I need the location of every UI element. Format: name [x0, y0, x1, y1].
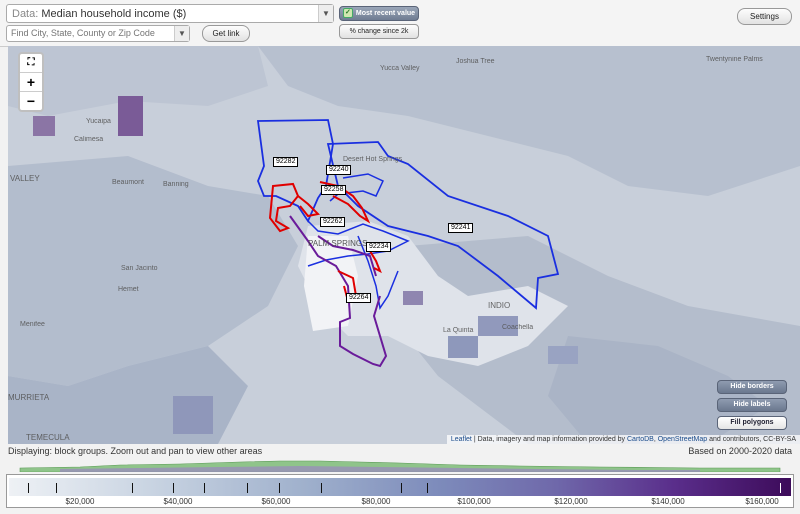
- distribution-histogram: [0, 458, 800, 472]
- legend-label: $20,000: [65, 497, 95, 506]
- osm-link[interactable]: OpenStreetMap: [657, 436, 708, 443]
- place-label-la-quinta: La Quinta: [443, 327, 474, 334]
- place-label-san-jacinto: San Jacinto: [121, 265, 158, 272]
- legend-tick: [247, 483, 248, 493]
- legend-tick: [173, 483, 174, 493]
- fill-polygons-button[interactable]: Fill polygons: [717, 416, 787, 430]
- zoom-controls: ⛶ + −: [18, 52, 44, 112]
- checkmark-icon: ✓: [342, 8, 353, 19]
- legend-label: $40,000: [163, 497, 193, 506]
- place-label-coachella: Coachella: [502, 324, 534, 331]
- legend-tick: [204, 483, 205, 493]
- place-label-valley: VALLEY: [10, 174, 40, 183]
- place-label-joshua-tree: Joshua Tree: [456, 58, 495, 65]
- zip-label[interactable]: 92234: [366, 242, 392, 252]
- legend-tick: [321, 483, 322, 493]
- legend-label: $80,000: [361, 497, 391, 506]
- location-search-input[interactable]: [7, 26, 175, 40]
- place-label-indio: INDIO: [488, 301, 511, 310]
- legend-gradient: [9, 478, 791, 496]
- place-label-palm-springs: PALM SPRINGS: [308, 239, 368, 248]
- legend-label: $140,000: [651, 497, 685, 506]
- zip-label[interactable]: 92241: [448, 223, 474, 233]
- get-link-button[interactable]: Get link: [202, 25, 250, 42]
- top-toolbar: Data: Median household income ($) ▼ ▼ Ge…: [0, 0, 800, 47]
- legend-label: $100,000: [457, 497, 491, 506]
- attribution-mid: ,: [653, 436, 658, 443]
- data-select-value: Median household income ($): [41, 8, 187, 20]
- map-attribution: Leaflet | Data, imagery and map informat…: [446, 435, 800, 444]
- attribution-end: and contributors, CC-BY-SA: [707, 436, 796, 443]
- based-on-status: Based on 2000-2020 data: [688, 446, 792, 456]
- place-label-menifee: Menifee: [20, 321, 45, 328]
- data-select-label: Data:: [12, 8, 39, 20]
- most-recent-label: Most recent value: [355, 10, 416, 17]
- data-select[interactable]: Data: Median household income ($) ▼: [6, 4, 334, 23]
- zip-label[interactable]: 92240: [326, 165, 352, 175]
- settings-button[interactable]: Settings: [737, 8, 792, 25]
- map-view[interactable]: Yucca Valley Joshua Tree Twentynine Palm…: [8, 46, 800, 444]
- most-recent-value-button[interactable]: ✓ Most recent value: [339, 6, 419, 21]
- legend-tick: [132, 483, 133, 493]
- displaying-status: Displaying: block groups. Zoom out and p…: [8, 446, 263, 456]
- cartodb-link[interactable]: CartoDB: [627, 436, 654, 443]
- legend-tick: [56, 483, 57, 493]
- legend-tick: [28, 483, 29, 493]
- map-canvas: [8, 46, 800, 444]
- zip-label[interactable]: 92264: [346, 293, 372, 303]
- legend-tick: [427, 483, 428, 493]
- hide-borders-button[interactable]: Hide borders: [717, 380, 787, 394]
- leaflet-link[interactable]: Leaflet: [450, 436, 472, 443]
- place-label-beaumont: Beaumont: [112, 179, 144, 186]
- place-label-yucaipa: Yucaipa: [86, 118, 111, 125]
- zip-label[interactable]: 92262: [320, 217, 346, 227]
- zip-label[interactable]: 92282: [273, 157, 299, 167]
- zoom-in-button[interactable]: +: [20, 73, 42, 92]
- legend: $20,000 $40,000 $60,000 $80,000 $100,000…: [6, 474, 794, 508]
- place-label-desert-hot-springs: Desert Hot Springs: [343, 156, 403, 163]
- place-label-calimesa: Calimesa: [74, 136, 104, 143]
- place-label-yucca-valley: Yucca Valley: [380, 65, 420, 72]
- chevron-down-icon[interactable]: ▼: [174, 26, 189, 41]
- place-label-murrieta: MURRIETA: [8, 393, 50, 402]
- place-label-hemet: Hemet: [118, 286, 139, 293]
- zoom-out-button[interactable]: −: [26, 93, 36, 109]
- legend-tick: [780, 483, 781, 493]
- place-label-twentynine-palms: Twentynine Palms: [706, 56, 763, 63]
- place-label-banning: Banning: [163, 181, 189, 188]
- place-label-temecula: TEMECULA: [26, 433, 70, 442]
- legend-tick: [279, 483, 280, 493]
- location-search[interactable]: ▼: [6, 25, 190, 42]
- attribution-text: | Data, imagery and map information prov…: [471, 436, 627, 443]
- fullscreen-icon[interactable]: ⛶: [20, 54, 42, 73]
- zip-label[interactable]: 92258: [321, 185, 347, 195]
- legend-label: $120,000: [554, 497, 588, 506]
- hide-labels-button[interactable]: Hide labels: [717, 398, 787, 412]
- chevron-down-icon[interactable]: ▼: [318, 5, 333, 22]
- percent-change-button[interactable]: % change since 2k: [339, 24, 419, 39]
- legend-tick: [401, 483, 402, 493]
- legend-label: $60,000: [261, 497, 291, 506]
- legend-label: $160,000: [745, 497, 779, 506]
